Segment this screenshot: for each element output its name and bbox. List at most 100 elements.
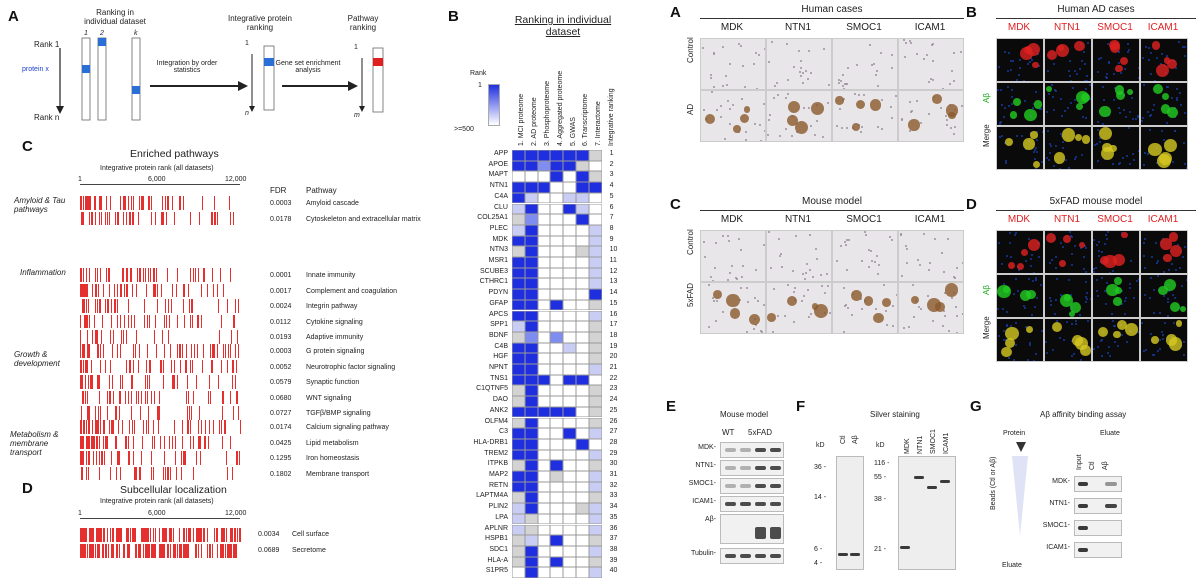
rank-tick: [182, 544, 184, 558]
nucleus: [1156, 260, 1159, 263]
panel-c-right-title-line: [700, 210, 964, 211]
panel-g-band-label: MDK-: [1052, 478, 1070, 485]
blot-band: [1105, 482, 1117, 486]
heatmap-cell: [537, 267, 551, 279]
heatmap-cell: [550, 160, 564, 172]
pathway-name: Cytoskeleton and extracellular matrix: [306, 215, 421, 223]
heatmap-rank-label: 38: [609, 545, 618, 553]
rank-tick: [231, 330, 233, 344]
panel-b-right-col-label: MDK: [1007, 22, 1031, 33]
heatmap-cell: [550, 449, 564, 461]
nucleus: [962, 257, 963, 260]
heatmap-cell: [537, 449, 551, 461]
heatmap-gene-label: MAP2: [488, 471, 508, 478]
rank-tick: [191, 299, 193, 313]
rank-tick: [121, 268, 123, 282]
rank-tick: [207, 435, 209, 449]
panel-d-right-image: [1140, 230, 1188, 274]
pathway-name: Amyloid cascade: [306, 200, 359, 207]
panel-b-right-col-label: SMOC1: [1097, 22, 1133, 33]
heatmap-gene-label: APP: [493, 150, 508, 157]
nucleus: [951, 70, 954, 73]
nucleus: [1027, 358, 1030, 361]
rank-tick: [216, 283, 218, 297]
rank-tick: [142, 196, 144, 210]
plaque: [1098, 326, 1109, 337]
nucleus: [1128, 283, 1131, 286]
nucleus: [960, 104, 963, 107]
rank-tick: [99, 196, 101, 210]
rank-tick: [211, 344, 213, 358]
heatmap-cell: [563, 460, 576, 471]
nucleus: [1001, 135, 1004, 138]
rank-tick: [203, 528, 205, 542]
plaque: [733, 125, 741, 133]
rank-tick: [101, 451, 103, 465]
rank-tick: [212, 420, 214, 434]
rank-tick: [90, 435, 92, 449]
rank-tick: [107, 268, 109, 282]
rank-tick: [110, 314, 112, 328]
heatmap-cell: [524, 203, 538, 215]
nucleus: [760, 331, 763, 333]
nucleus: [870, 249, 873, 252]
nucleus: [1035, 167, 1038, 169]
nucleus: [906, 247, 909, 250]
nucleus: [857, 94, 860, 97]
heatmap-cell: [576, 203, 589, 215]
dataset-idx-1: 1: [84, 30, 88, 37]
nucleus: [1096, 71, 1099, 74]
nucleus: [861, 259, 864, 262]
plaque: [811, 102, 825, 116]
rank-tick: [217, 299, 219, 313]
rank-tick: [90, 359, 92, 373]
nucleus: [722, 235, 725, 238]
nucleus: [932, 319, 935, 322]
rank-tick: [80, 314, 82, 328]
rank-tick: [99, 299, 101, 313]
plaque: [1168, 232, 1178, 242]
nucleus: [762, 243, 765, 246]
nucleus: [1159, 338, 1162, 341]
panel-g-lane-label: Input: [1076, 454, 1083, 470]
nucleus: [1175, 87, 1178, 90]
heatmap-cell: [512, 406, 525, 418]
heatmap-cell: [512, 513, 525, 525]
nucleus: [877, 272, 880, 275]
rank-tick: [84, 528, 86, 542]
heatmap-cell: [576, 471, 589, 482]
panel-g-beads: Beads (Ctl or Aβ): [990, 456, 997, 510]
nucleus: [1075, 319, 1078, 322]
rank-tick: [121, 283, 123, 297]
rank-tick: [234, 344, 236, 358]
heatmap-cell: [576, 567, 589, 578]
rank-tick: [113, 299, 115, 313]
panel-e-blot: [720, 514, 784, 544]
rank-tick: [210, 359, 212, 373]
nucleus: [726, 83, 729, 86]
nucleus: [1017, 73, 1020, 76]
nucleus: [809, 268, 812, 271]
nucleus: [997, 88, 1000, 91]
nucleus: [1112, 73, 1115, 76]
heatmap-cell: [588, 471, 602, 482]
rank-tick: [221, 406, 223, 420]
heatmap-cell: [512, 460, 525, 471]
rank-tick: [94, 283, 96, 297]
rank-tick: [100, 299, 102, 313]
heatmap-cell: [563, 331, 576, 343]
rank-tick: [80, 283, 82, 297]
nucleus: [722, 84, 725, 87]
rank-tick: [179, 359, 181, 373]
nucleus: [1112, 320, 1115, 323]
nucleus: [896, 301, 897, 304]
nucleus: [1060, 98, 1063, 101]
heatmap-cell: [550, 567, 564, 578]
heatmap-cell: [524, 460, 538, 471]
rank-tick: [80, 528, 82, 542]
nucleus: [1125, 340, 1128, 343]
rank-tick: [96, 268, 98, 282]
nucleus: [860, 297, 863, 300]
panel-a-right-title: Human cases: [801, 4, 863, 15]
nucleus: [861, 307, 864, 310]
